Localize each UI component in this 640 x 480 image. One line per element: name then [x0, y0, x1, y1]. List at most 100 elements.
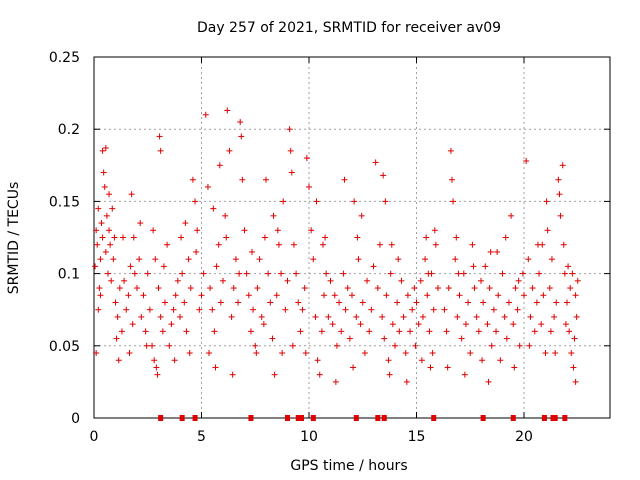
data-point: [127, 263, 134, 270]
data-point: [216, 162, 223, 169]
data-point: [157, 313, 164, 320]
data-point: [217, 299, 224, 306]
data-point: [154, 371, 161, 378]
data-point: [168, 321, 175, 328]
data-point: [325, 313, 332, 320]
data-point: [461, 371, 468, 378]
data-point: [570, 364, 577, 371]
bottom-markers: [158, 415, 568, 421]
ticks: [93, 56, 610, 419]
data-point: [160, 263, 167, 270]
data-point: [118, 328, 125, 335]
data-point: [569, 270, 576, 277]
data-point: [562, 321, 569, 328]
data-point: [539, 241, 546, 248]
data-point: [555, 176, 562, 183]
data-point: [109, 205, 116, 212]
data-point: [104, 270, 111, 277]
data-point: [341, 176, 348, 183]
data-point: [370, 263, 377, 270]
data-point: [224, 107, 231, 114]
data-point: [495, 292, 502, 299]
data-point: [455, 270, 462, 277]
data-point: [471, 285, 478, 292]
data-point: [93, 350, 100, 357]
data-point: [151, 357, 158, 364]
y-tick-label: 0.15: [49, 194, 80, 210]
bottom-marker: [179, 415, 185, 421]
data-point: [265, 270, 272, 277]
data-point: [96, 285, 103, 292]
bottom-marker: [310, 415, 316, 421]
data-point: [213, 263, 220, 270]
data-point: [308, 227, 315, 234]
data-point: [546, 285, 553, 292]
data-point: [155, 285, 162, 292]
data-point: [425, 270, 432, 277]
data-point: [249, 248, 256, 255]
data-point: [551, 313, 558, 320]
data-point: [186, 350, 193, 357]
data-point: [149, 342, 156, 349]
data-point: [536, 270, 543, 277]
x-tick-label: 10: [300, 429, 318, 445]
data-point: [319, 241, 326, 248]
bottom-marker: [375, 415, 381, 421]
data-point: [313, 198, 320, 205]
data-point: [140, 292, 147, 299]
data-point: [212, 364, 219, 371]
data-point: [447, 147, 454, 154]
data-point: [417, 277, 424, 284]
data-point: [273, 292, 280, 299]
data-point: [346, 335, 353, 342]
data-point: [572, 378, 579, 385]
bottom-marker: [480, 415, 486, 421]
data-point: [120, 234, 127, 241]
data-point: [510, 321, 517, 328]
data-point: [121, 277, 128, 284]
data-point: [426, 328, 433, 335]
data-point: [209, 306, 216, 313]
data-point: [465, 299, 472, 306]
data-point: [321, 292, 328, 299]
data-point: [350, 364, 357, 371]
data-point: [552, 350, 559, 357]
data-point: [146, 306, 153, 313]
data-point: [256, 256, 263, 263]
data-point: [525, 256, 532, 263]
data-point: [306, 183, 312, 190]
data-point: [453, 234, 460, 241]
data-point: [403, 378, 410, 385]
data-point: [452, 256, 459, 263]
data-point: [564, 299, 570, 306]
data-point: [299, 306, 306, 313]
data-point: [207, 285, 214, 292]
data-point: [166, 342, 173, 349]
data-point: [497, 357, 504, 364]
data-point: [260, 321, 267, 328]
data-point: [519, 270, 526, 277]
data-point: [482, 263, 489, 270]
data-point: [211, 328, 218, 335]
data-point: [92, 263, 99, 270]
data-point: [382, 198, 389, 205]
data-point: [475, 328, 482, 335]
data-point: [318, 328, 325, 335]
data-point: [349, 292, 355, 299]
data-point: [142, 328, 149, 335]
data-point: [316, 371, 323, 378]
data-point: [486, 285, 493, 292]
data-point: [456, 292, 463, 299]
data-point: [336, 299, 343, 306]
data-point: [125, 292, 132, 299]
data-point: [556, 191, 563, 198]
data-point: [430, 306, 437, 313]
data-point: [293, 270, 300, 277]
data-point: [215, 241, 222, 248]
data-point: [557, 212, 564, 219]
data-point: [366, 328, 373, 335]
data-point: [380, 172, 387, 179]
data-point: [295, 299, 302, 306]
data-point: [544, 227, 551, 234]
data-point: [515, 277, 522, 284]
